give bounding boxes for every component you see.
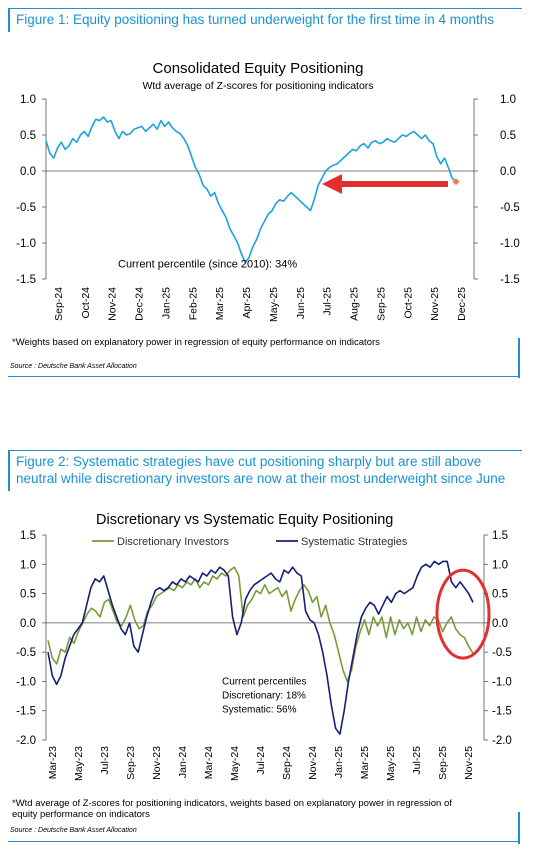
chart-2-ytick-label-right: 1.0 <box>492 559 508 571</box>
chart-1-ytick-label: 0.0 <box>20 166 36 178</box>
chart-1-xtick-label: Dec-25 <box>456 287 468 321</box>
chart-1-xtick-label: Aug-25 <box>349 287 361 321</box>
chart-2-ytick-label: 1.5 <box>20 530 36 542</box>
chart-1-series-line <box>45 116 457 264</box>
chart-2-xtick-label: Jul-25 <box>411 746 423 775</box>
figure-2-border <box>518 812 520 844</box>
chart-2-ytick-label-right: -2.0 <box>492 735 512 747</box>
chart-2-ytick-label: 0.5 <box>20 589 36 601</box>
chart-1-xtick-label: Oct-24 <box>80 287 92 319</box>
chart-2-annotation-heading: Current percentiles <box>222 676 306 687</box>
chart-2-xtick-label: Nov-24 <box>307 746 319 780</box>
chart-1-ytick-label: 1.0 <box>20 94 36 106</box>
series-line-systematic <box>47 560 474 735</box>
chart-2-ytick-label-right: -0.5 <box>492 647 512 659</box>
figure-2-panel: Figure 2: Systematic strategies have cut… <box>8 450 522 844</box>
chart-1-ytick-label-right: 0.5 <box>500 130 516 142</box>
legend-label-systematic: Systematic Strategies <box>301 536 408 548</box>
chart-1-xtick-label: Jan-25 <box>160 287 172 319</box>
chart-1-xtick-label: Jun-25 <box>295 287 307 319</box>
chart-1-title: Consolidated Equity Positioning <box>153 60 364 77</box>
chart-2-ytick-label: -0.5 <box>16 647 36 659</box>
chart-2-xtick-label: Jan-25 <box>333 746 345 778</box>
chart-2-xtick-label: Jul-23 <box>99 746 111 775</box>
figure-2-footnote-line-2: equity performance on indicators <box>12 809 150 820</box>
chart-1-subtitle: Wtd average of Z-scores for positioning … <box>142 80 373 92</box>
chart-1-ytick-label-right: 1.0 <box>500 94 516 106</box>
chart-2-annotation-discretionary: Discretionary: 18% <box>222 690 306 701</box>
figure-2-source: Source : Deutsche Bank Asset Allocation <box>10 827 137 834</box>
chart-2-annotation-systematic: Systematic: 56% <box>222 704 297 715</box>
chart-2-ytick-label-right: 1.5 <box>492 530 508 542</box>
chart-2-ytick-label-right: -1.5 <box>492 706 512 718</box>
chart-2-xtick-label: Mar-24 <box>203 746 215 779</box>
figure-1-footnote: *Weights based on explanatory power in r… <box>12 337 380 348</box>
chart-2-xtick-label: Sep-25 <box>437 746 449 780</box>
chart-1-ytick-label-right: -1.5 <box>500 274 520 286</box>
chart-1-xtick-label: Feb-25 <box>187 287 199 320</box>
figure-2-footnote-line-1: *Wtd average of Z-scores for positioning… <box>12 798 452 809</box>
series-line-discretionary <box>47 566 474 683</box>
chart-2-ytick-label: 1.0 <box>20 559 36 571</box>
chart-2-xtick-label: Nov-25 <box>463 746 475 780</box>
chart-2-ytick-label: -1.0 <box>16 676 36 688</box>
chart-2-xtick-label: May-24 <box>229 746 241 781</box>
chart-1-xtick-label: Dec-24 <box>134 287 146 321</box>
chart-1-ytick-label-right: 0.0 <box>500 166 516 178</box>
chart-2-xtick-label: Jul-24 <box>255 746 267 775</box>
chart-1-xtick-label: Apr-25 <box>241 287 253 319</box>
chart-2-highlight-circle <box>435 568 491 660</box>
chart-2-xtick-label: Mar-25 <box>359 746 371 779</box>
chart-2-xtick-label: Jan-24 <box>177 746 189 778</box>
chart-1-ytick-label: -1.0 <box>16 238 36 250</box>
chart-1-current-marker <box>452 178 460 186</box>
chart-1-xtick-label: May-25 <box>268 287 280 322</box>
chart-1-ytick-label-right: -1.0 <box>500 238 520 250</box>
chart-2-svg: Discretionary vs Systematic Equity Posit… <box>12 512 512 820</box>
chart-1-xtick-label: Nov-24 <box>107 287 119 321</box>
chart-2-ytick-label: -1.5 <box>16 706 36 718</box>
chart-1-xtick-label: Nov-25 <box>429 287 441 321</box>
chart-2-ytick-label-right: 0.0 <box>492 618 508 630</box>
chart-1-xtick-label: Jul-25 <box>322 287 334 316</box>
figure-2-bottom-rule <box>8 841 520 842</box>
chart-1-ytick-label: -1.5 <box>16 274 36 286</box>
figure-2-title: Figure 2: Systematic strategies have cut… <box>8 450 522 491</box>
chart-1-xtick-label: Mar-25 <box>214 287 226 320</box>
figure-1-bottom-rule <box>8 376 520 377</box>
chart-2-xtick-label: Sep-24 <box>281 746 293 780</box>
chart-1-ytick-label: 0.5 <box>20 130 36 142</box>
chart-2-ytick-label: 0.0 <box>20 618 36 630</box>
chart-2-xtick-label: Mar-23 <box>47 746 59 779</box>
chart-1-xtick-label: Oct-25 <box>402 287 414 319</box>
figure-1-source: Source : Deutsche Bank Asset Allocation <box>10 363 137 370</box>
chart-1-xtick-label: Sep-25 <box>375 287 387 321</box>
chart-2-xtick-label: Sep-23 <box>125 746 137 780</box>
chart-2-xtick-label: Nov-23 <box>151 746 163 780</box>
legend-label-discretionary: Discretionary Investors <box>117 536 229 548</box>
chart-1-ytick-label: -0.5 <box>16 202 36 214</box>
figure-1-panel: Figure 1: Equity positioning has turned … <box>8 8 522 378</box>
chart-1-annotation: Current percentile (since 2010): 34% <box>118 258 297 270</box>
figure-1-border <box>518 338 520 378</box>
chart-2-ytick-label-right: 0.5 <box>492 589 508 601</box>
chart-2-xtick-label: May-23 <box>73 746 85 781</box>
chart-1-ytick-label-right: -0.5 <box>500 202 520 214</box>
chart-1-arrow-head <box>322 173 342 194</box>
chart-2-ytick-label: -2.0 <box>16 735 36 747</box>
chart-2-xtick-label: May-25 <box>385 746 397 781</box>
chart-1-xtick-label: Sep-24 <box>53 287 65 321</box>
chart-1-svg: Consolidated Equity Positioning Wtd avera… <box>12 60 520 348</box>
chart-2-ytick-label-right: -1.0 <box>492 676 512 688</box>
chart-2-title: Discretionary vs Systematic Equity Posit… <box>96 512 393 528</box>
figure-1-title: Figure 1: Equity positioning has turned … <box>8 8 522 32</box>
